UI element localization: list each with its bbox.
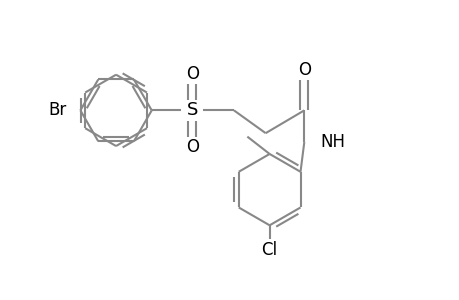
- Text: O: O: [185, 65, 198, 83]
- Text: Cl: Cl: [261, 241, 277, 259]
- Text: O: O: [297, 61, 310, 79]
- Text: O: O: [185, 138, 198, 156]
- Text: S: S: [186, 101, 198, 119]
- Text: Br: Br: [48, 101, 67, 119]
- Text: NH: NH: [319, 133, 344, 151]
